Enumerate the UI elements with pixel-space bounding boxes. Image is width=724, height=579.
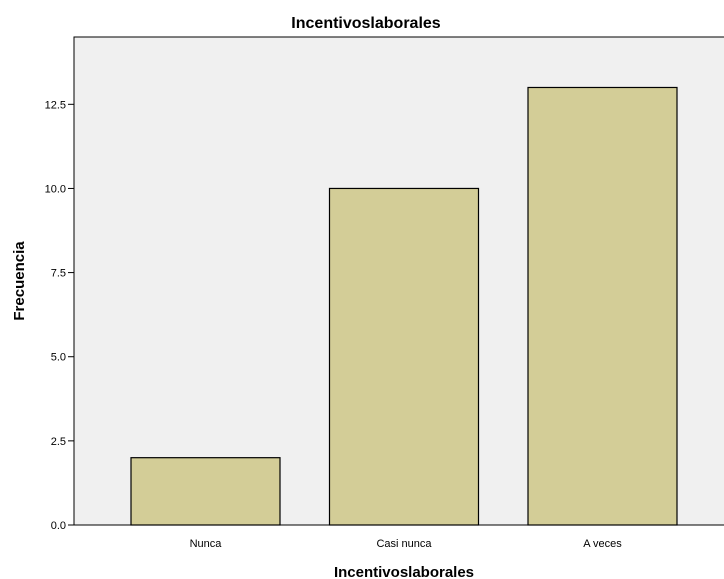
bars xyxy=(130,86,678,526)
x-axis: Nunca Casi nunca A veces xyxy=(190,538,623,550)
y-axis: 0.0 2.5 5.0 7.5 10.0 12.5 xyxy=(45,99,74,532)
x-axis-label: Incentivoslaborales xyxy=(334,564,474,579)
y-tick-label: 7.5 xyxy=(51,268,66,280)
y-axis-label: Frecuencia xyxy=(11,241,28,321)
y-tick-label: 10.0 xyxy=(45,183,66,195)
bar-nunca xyxy=(130,457,281,526)
x-tick-label: Nunca xyxy=(190,538,223,550)
chart-title: Incentivoslaborales xyxy=(291,15,440,32)
bar-casi-nunca xyxy=(328,187,480,526)
x-tick-label: Casi nunca xyxy=(376,538,432,550)
y-tick-label: 2.5 xyxy=(51,436,66,448)
x-tick-label: A veces xyxy=(583,538,622,550)
y-tick-label: 12.5 xyxy=(45,99,66,111)
y-tick-label: 5.0 xyxy=(51,352,66,364)
y-tick-label: 0.0 xyxy=(51,520,66,532)
bar-a-veces xyxy=(527,86,678,526)
